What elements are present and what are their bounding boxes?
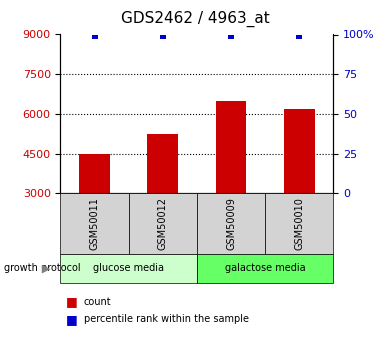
Text: GSM50011: GSM50011 — [90, 197, 99, 250]
Bar — [284, 109, 315, 193]
Bar — [79, 154, 110, 193]
Bar — [216, 101, 246, 193]
Text: ▶: ▶ — [42, 263, 50, 273]
Text: GSM50009: GSM50009 — [226, 197, 236, 250]
Text: GSM50012: GSM50012 — [158, 197, 168, 250]
Text: GDS2462 / 4963_at: GDS2462 / 4963_at — [121, 10, 269, 27]
Text: galactose media: galactose media — [225, 263, 305, 273]
Text: glucose media: glucose media — [93, 263, 164, 273]
Text: count: count — [84, 297, 112, 307]
Text: percentile rank within the sample: percentile rank within the sample — [84, 314, 249, 324]
Text: ■: ■ — [66, 295, 78, 308]
Text: growth protocol: growth protocol — [4, 263, 80, 273]
Text: ■: ■ — [66, 313, 78, 326]
Text: GSM50010: GSM50010 — [294, 197, 304, 250]
Bar — [147, 134, 178, 193]
